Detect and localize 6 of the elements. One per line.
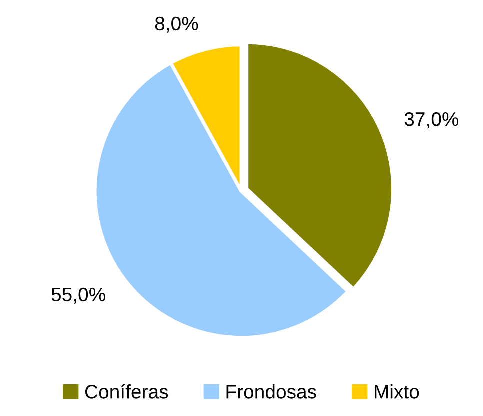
data-label: 37,0%: [404, 112, 459, 129]
data-label: 8,0%: [155, 16, 198, 33]
legend-label: Mixto: [375, 384, 420, 399]
data-label: 55,0%: [52, 288, 106, 304]
legend-label: Frondosas: [226, 384, 316, 399]
legend-label: Coníferas: [85, 384, 168, 399]
